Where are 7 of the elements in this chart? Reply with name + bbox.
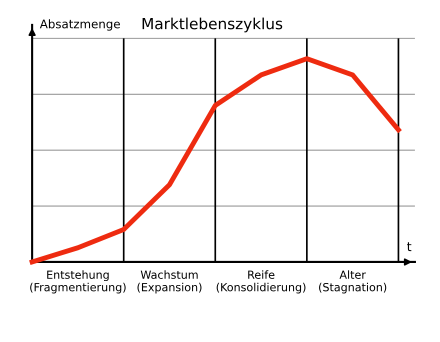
x-tick-label: Entstehung (Fragmentierung): [30, 270, 126, 294]
x-axis-title: t: [407, 242, 412, 252]
y-axis-title: Absatzmenge: [40, 19, 120, 31]
chart-title: Marktlebenszyklus: [142, 18, 282, 32]
x-tick-label: Wachstum (Expansion): [138, 270, 202, 294]
x-tick-label: Alter (Stagnation): [319, 270, 386, 294]
x-tick-label: Reife (Konsolidierung): [216, 270, 306, 294]
